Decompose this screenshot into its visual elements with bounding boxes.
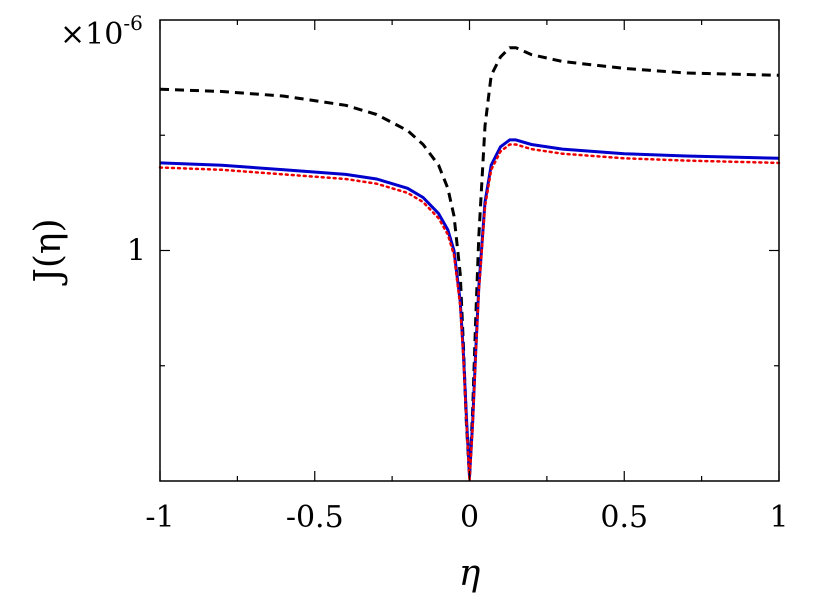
y-tick-label-0: 1 <box>127 234 146 269</box>
x-tick-label-4: 1 <box>769 500 788 535</box>
x-tick-label-1: -0.5 <box>286 500 344 535</box>
series-line-dotted <box>158 143 781 483</box>
y-multiplier-base: ×10 <box>60 17 123 52</box>
y-multiplier-exponent: -6 <box>123 11 142 35</box>
y-multiplier: ×10-6 <box>60 11 143 52</box>
x-tick-label-3: 0.5 <box>600 500 648 535</box>
ticks-layer: -1 -0.5 0 0.5 1 1 <box>127 20 789 535</box>
plot-frame <box>159 19 780 482</box>
x-tick-label-0: -1 <box>145 500 174 535</box>
x-axis-title: η <box>459 553 481 594</box>
series-line-solid <box>159 138 780 478</box>
x-tick-label-2: 0 <box>460 500 479 535</box>
series-line-dashed <box>159 46 780 478</box>
y-axis-title: J(η) <box>28 218 69 286</box>
series-layer <box>158 46 781 483</box>
